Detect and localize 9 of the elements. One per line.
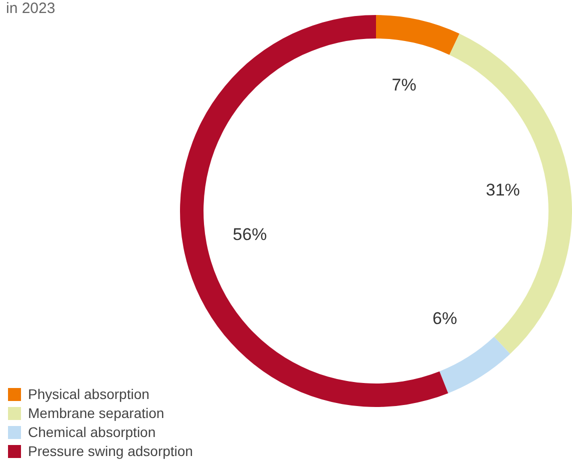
data-label: 6%	[432, 309, 458, 328]
legend-label: Physical absorption	[28, 385, 150, 404]
data-label: 7%	[392, 75, 416, 94]
data-label: 31%	[486, 180, 520, 200]
legend-label: Membrane separation	[28, 404, 164, 423]
legend-label: Chemical absorption	[28, 423, 156, 442]
legend-label: Pressure swing adsorption	[28, 442, 193, 461]
chart-title: in 2023	[6, 0, 56, 17]
data-label: 56%	[232, 224, 267, 244]
